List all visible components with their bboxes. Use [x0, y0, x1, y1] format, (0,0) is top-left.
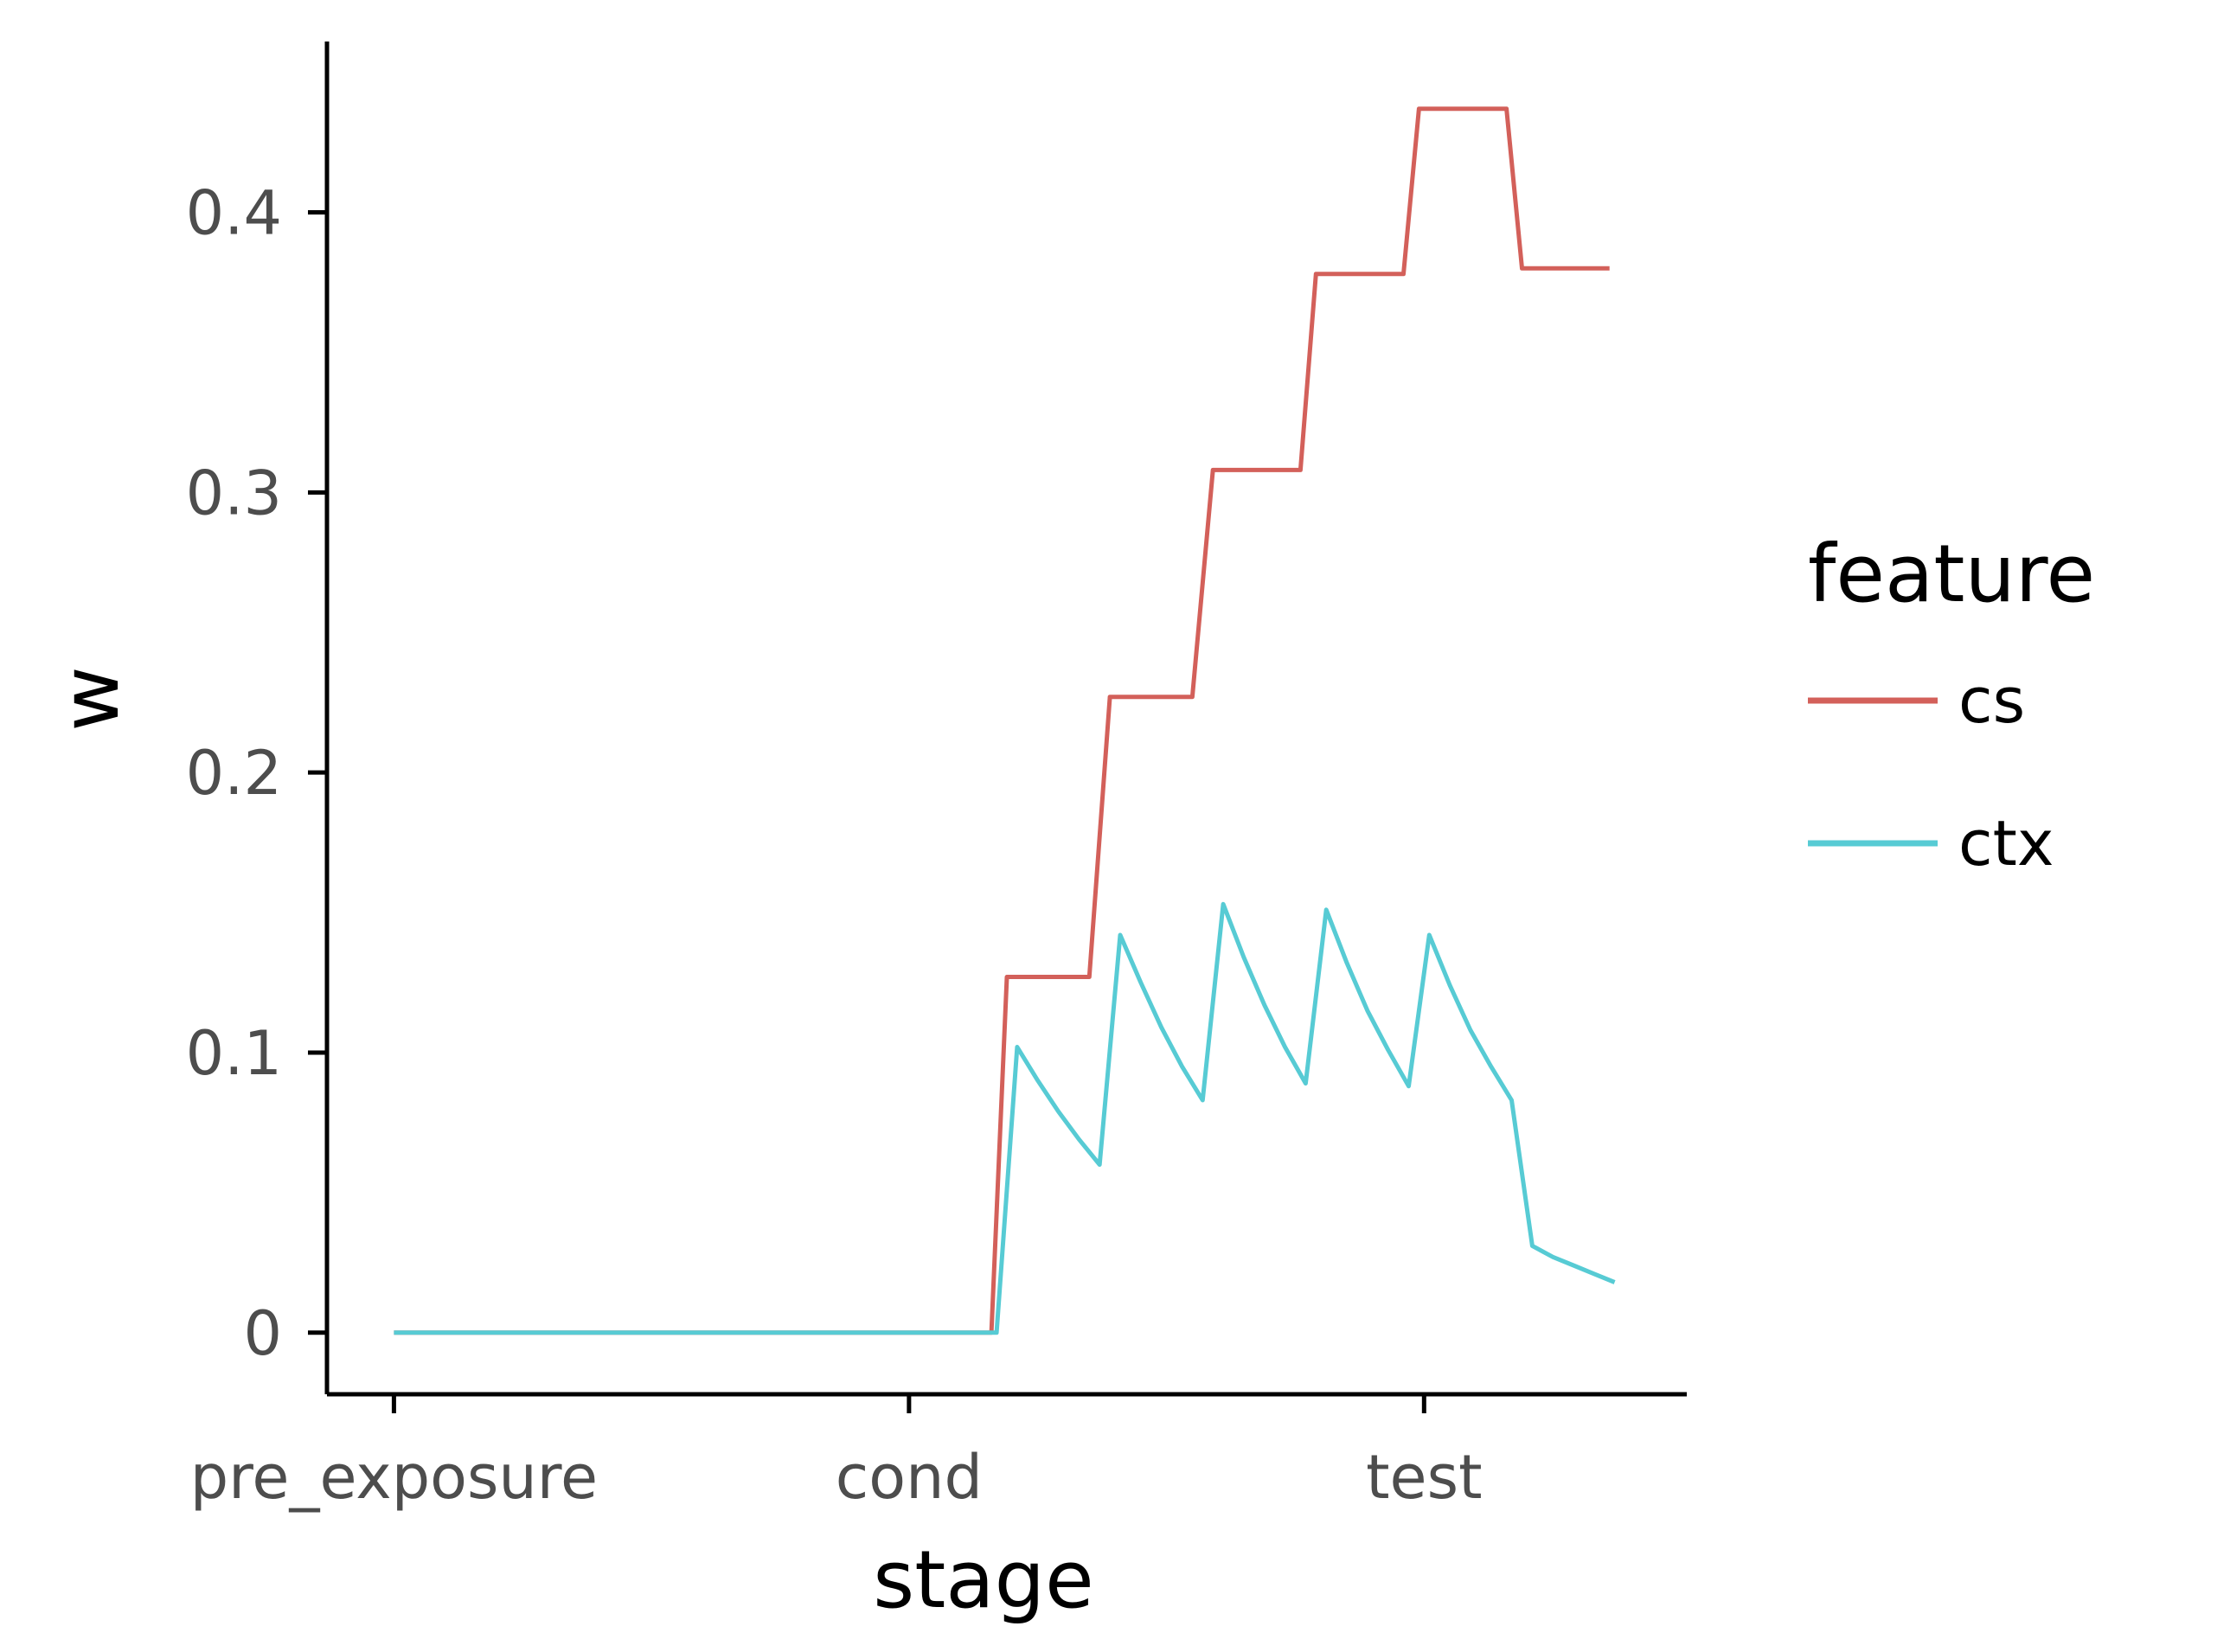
series-line-cs — [394, 106, 1610, 1335]
y-tick-label: 0.1 — [186, 1018, 282, 1089]
legend: feature cs ctx — [1808, 528, 2095, 880]
legend-title: feature — [1808, 528, 2095, 620]
x-tick-label: pre_exposure — [190, 1442, 598, 1513]
y-tick-label: 0.4 — [186, 178, 282, 249]
legend-label-ctx: ctx — [1958, 807, 2054, 880]
y-tick-label: 0 — [243, 1298, 282, 1369]
x-tick-label: test — [1366, 1442, 1482, 1513]
y-tick-label: 0.3 — [186, 458, 282, 528]
y-tick-label: 0.2 — [186, 738, 282, 809]
legend-label-cs: cs — [1958, 664, 2025, 737]
plot-lines — [394, 106, 1616, 1335]
x-tick-label: cond — [836, 1442, 983, 1513]
axes: 0 0.1 0.2 0.3 0.4 pre_exposure cond test — [186, 42, 1687, 1513]
x-axis-title: stage — [873, 1534, 1093, 1626]
series-line-ctx — [394, 901, 1616, 1335]
y-axis-title: w — [44, 666, 137, 731]
